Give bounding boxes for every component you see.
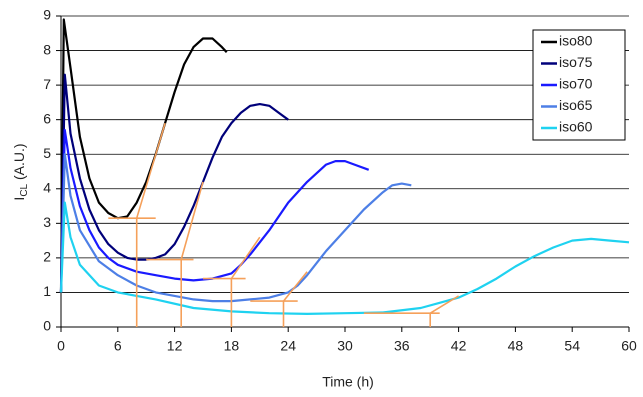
series-line xyxy=(59,128,370,293)
x-tick-label: 42 xyxy=(451,338,467,354)
y-tick-label: 6 xyxy=(43,110,51,126)
y-tick-label: 3 xyxy=(43,214,51,230)
y-tick-label: 0 xyxy=(43,318,51,334)
x-tick-label: 0 xyxy=(57,338,65,354)
y-label-suffix: (A.U.) xyxy=(11,143,27,183)
x-tick-label: 54 xyxy=(564,338,580,354)
x-axis-label: Time (h) xyxy=(322,374,374,390)
y-axis-label: ICL (A.U.) xyxy=(11,143,30,200)
legend-label: iso65 xyxy=(559,97,593,113)
x-tick-label: 12 xyxy=(167,338,183,354)
legend-label: iso70 xyxy=(559,76,593,92)
guide-line xyxy=(250,271,308,327)
y-tick-label: 7 xyxy=(43,76,51,92)
guide-line xyxy=(108,122,166,327)
y-label-sub: CL xyxy=(19,183,30,196)
series-line xyxy=(59,73,289,293)
x-tick-label: 60 xyxy=(621,338,637,354)
x-tick-label: 18 xyxy=(224,338,240,354)
legend-label: iso80 xyxy=(559,33,593,49)
y-tick-label: 4 xyxy=(43,179,51,195)
guide-line xyxy=(363,295,460,327)
x-tick-label: 48 xyxy=(508,338,524,354)
y-tick-label: 8 xyxy=(43,41,51,57)
series-line xyxy=(59,18,228,293)
legend-label: iso75 xyxy=(559,54,593,70)
x-tick-label: 30 xyxy=(337,338,353,354)
y-tick-label: 5 xyxy=(43,145,51,161)
x-tick-label: 6 xyxy=(114,338,122,354)
y-tick-label: 9 xyxy=(43,7,51,23)
x-tick-label: 36 xyxy=(394,338,410,354)
y-tick-label: 2 xyxy=(43,249,51,265)
guide-line xyxy=(203,236,261,327)
legend-label: iso60 xyxy=(559,119,593,135)
series-line xyxy=(59,153,412,303)
y-label-main: I xyxy=(11,197,27,201)
y-tick-label: 1 xyxy=(43,283,51,299)
guide-line xyxy=(146,181,204,327)
x-tick-label: 24 xyxy=(280,338,296,354)
